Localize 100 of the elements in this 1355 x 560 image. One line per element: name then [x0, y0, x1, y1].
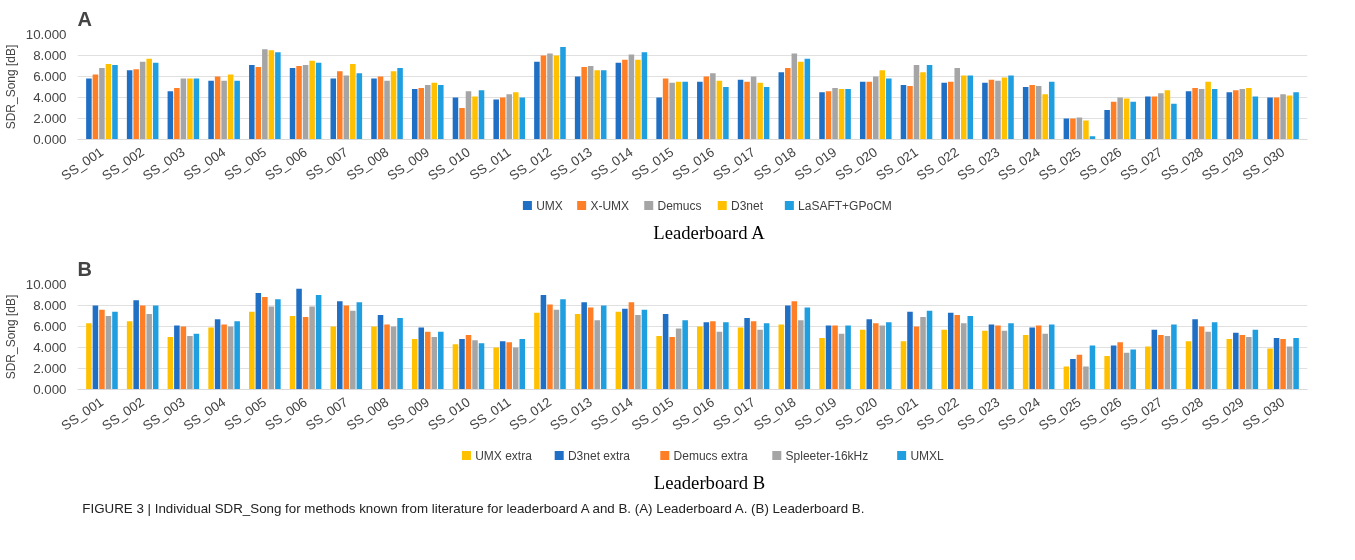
bar: [581, 67, 587, 140]
y-tick-label: 2.000: [33, 111, 67, 126]
bar: [873, 76, 879, 140]
legend-label: Demucs extra: [673, 448, 748, 463]
bar: [682, 81, 688, 140]
bar: [1198, 89, 1205, 140]
bar: [622, 308, 628, 390]
bar: [397, 318, 403, 390]
bar: [635, 314, 641, 390]
bar: [506, 94, 512, 140]
bar: [234, 321, 240, 390]
bar: [859, 329, 866, 390]
bar: [594, 320, 600, 390]
bar: [86, 78, 92, 140]
bar: [995, 325, 1001, 390]
bar: [1267, 348, 1273, 390]
bar: [262, 49, 268, 140]
bar: [641, 52, 648, 140]
bar: [452, 344, 459, 390]
bar: [581, 302, 587, 390]
bar: [1029, 327, 1035, 390]
y-tick-label: 4.000: [33, 90, 67, 105]
bar: [174, 325, 180, 390]
bar: [656, 335, 662, 390]
bar: [255, 67, 262, 140]
bar: [1293, 338, 1299, 390]
bar: [628, 302, 635, 390]
bar: [1151, 96, 1158, 140]
bar: [778, 72, 785, 140]
bar: [886, 322, 892, 390]
bar: [337, 301, 343, 390]
bar: [512, 347, 519, 390]
bar: [133, 300, 139, 390]
bar: [519, 97, 526, 140]
legend-label: UMXL: [910, 448, 945, 463]
bar: [1293, 92, 1299, 140]
bar: [1145, 96, 1151, 140]
bar: [1117, 97, 1123, 140]
bar: [960, 323, 967, 390]
bar: [825, 91, 832, 140]
legend-label: LaSAFT+GPoCM: [798, 198, 892, 213]
bar: [296, 288, 302, 390]
bar: [879, 70, 886, 140]
bar: [302, 317, 309, 390]
bar: [1158, 93, 1164, 140]
bar: [941, 329, 947, 390]
bar: [1158, 334, 1164, 390]
bar: [384, 324, 390, 390]
bar: [208, 327, 214, 390]
bar: [798, 61, 804, 140]
bar: [723, 87, 729, 140]
bar: [926, 64, 933, 140]
bar: [913, 64, 920, 140]
bar: [635, 59, 641, 140]
bar: [879, 325, 886, 390]
bar: [221, 80, 227, 140]
bar: [1042, 333, 1048, 390]
bar: [499, 341, 506, 390]
bar: [900, 341, 907, 390]
bar: [819, 338, 825, 390]
bar: [1246, 88, 1252, 140]
bar: [1171, 324, 1177, 390]
bar: [438, 84, 444, 140]
bar: [1130, 349, 1136, 390]
bar: [343, 75, 350, 140]
bar: [1104, 355, 1110, 390]
bar: [763, 323, 770, 390]
legend-label: D3net: [731, 198, 764, 213]
bar: [697, 81, 703, 140]
bar: [296, 66, 302, 140]
bar: [1164, 90, 1171, 140]
bar: [1083, 366, 1089, 390]
bar: [960, 75, 967, 140]
bar: [1145, 346, 1151, 390]
text: Leaderboard A: [653, 222, 766, 243]
bar: [656, 97, 662, 140]
bar: [594, 70, 600, 140]
bar: [227, 74, 234, 140]
bar: [493, 99, 499, 140]
bar: [146, 58, 152, 140]
bar: [472, 340, 478, 390]
bar: [798, 320, 804, 390]
bar: [133, 69, 139, 140]
bar: [547, 53, 553, 140]
y-tick-label: 10.000: [25, 277, 67, 292]
legend-label: D3net extra: [567, 448, 631, 463]
bar: [425, 84, 431, 140]
bar: [757, 82, 763, 140]
caption: FIGURE 3 | Individual SDR_Song for methods known from literature for leaderboard A and B. (A) Leaderboard A. (B) Leaderboard B.: [82, 501, 865, 516]
bar: [832, 88, 838, 140]
bar: [615, 311, 622, 390]
bar: [438, 331, 444, 390]
y-axis-title: SDR_Song [dB]: [3, 44, 18, 130]
bar: [411, 339, 418, 390]
bar: [1185, 341, 1192, 390]
bar: [1110, 345, 1117, 390]
bar: [682, 320, 688, 390]
bar: [744, 81, 750, 140]
bar: [99, 68, 105, 140]
bar: [982, 82, 988, 140]
